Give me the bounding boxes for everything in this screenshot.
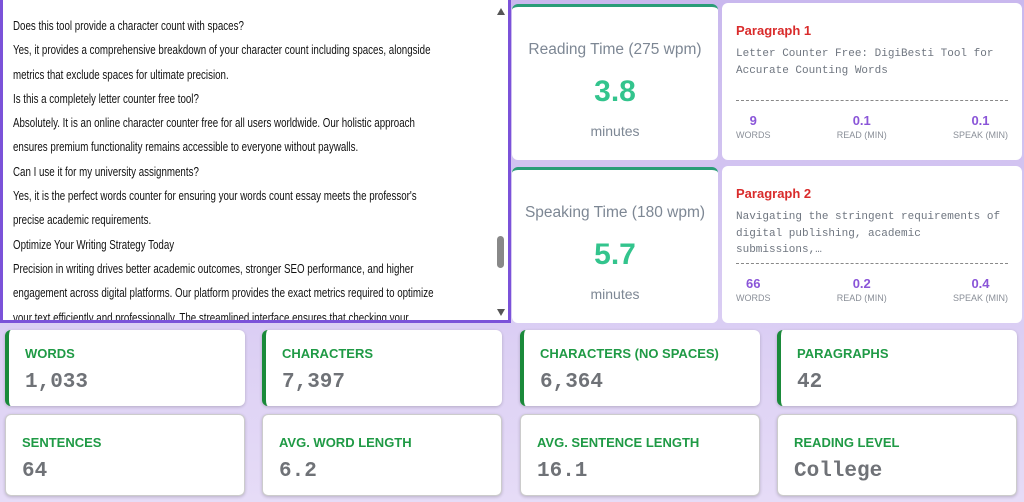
- stat-label: PARAGRAPHS: [797, 346, 889, 361]
- stat-label: WORDS: [736, 130, 771, 140]
- stat-label: SENTENCES: [22, 435, 102, 450]
- text-line: Yes, it is the perfect words counter for…: [13, 189, 417, 204]
- stat-card: AVG. WORD LENGTH 6.2: [262, 414, 502, 496]
- stat-value: 0.4: [971, 276, 990, 291]
- scrollbar[interactable]: [496, 8, 506, 316]
- scroll-down[interactable]: [497, 309, 505, 316]
- stat-value: 6,364: [540, 371, 604, 394]
- stat-label: CHARACTERS: [282, 346, 373, 361]
- scroll-up[interactable]: [497, 8, 505, 15]
- stat-label: WORDS: [736, 293, 771, 303]
- paragraph-card: Paragraph 2 Navigating the stringent requ…: [722, 166, 1022, 323]
- stat-card: CHARACTERS (NO SPACES) 6,364: [520, 330, 760, 406]
- text-line: metrics that exclude spaces for ultimate…: [13, 67, 229, 82]
- stat-label: SPEAK (MIN): [952, 293, 1008, 303]
- text-editor[interactable]: Does this tool provide a character count…: [0, 0, 511, 323]
- paragraph-text: Navigating the stringent requirements of…: [736, 211, 1001, 256]
- text-line: engagement across digital platforms. Our…: [13, 286, 434, 301]
- paragraph-stats: 9 WORDS 0.1 READ (MIN) 0.1 SPEAK (MIN): [736, 113, 1008, 140]
- stat-value: College: [794, 460, 883, 483]
- stat-value: 6.2: [279, 460, 317, 483]
- stat-value: 1,033: [25, 371, 89, 394]
- paragraph-title: Paragraph 2: [736, 186, 812, 201]
- stat-card: AVG. SENTENCE LENGTH 16.1: [520, 414, 760, 496]
- paragraph-card: Paragraph 1 Letter Counter Free: DigiBest…: [722, 3, 1022, 160]
- paragraph-text: Letter Counter Free: DigiBesti Tool for …: [736, 48, 994, 77]
- stat-value: 0.1: [971, 113, 990, 128]
- time-title: Speaking Time (180 wpm): [524, 204, 706, 221]
- stat-label: CHARACTERS (NO SPACES): [540, 346, 719, 361]
- time-title: Reading Time (275 wpm): [528, 41, 702, 58]
- paragraph-stat: 0.2 READ (MIN): [837, 276, 887, 303]
- text-line: your text efficiently and professionally…: [13, 310, 409, 323]
- stat-value: 0.1: [852, 113, 871, 128]
- stat-value: 0.2: [852, 276, 871, 291]
- text-line: precise academic requirements.: [13, 213, 152, 228]
- paragraph-stats: 66 WORDS 0.2 READ (MIN) 0.4 SPEAK (MIN): [736, 276, 1008, 303]
- stat-label: READ (MIN): [836, 130, 887, 140]
- stat-card: PARAGRAPHS 42: [777, 330, 1017, 406]
- paragraph-title: Paragraph 1: [736, 23, 812, 38]
- text-line: Is this a completely letter counter free…: [13, 91, 199, 106]
- time-unit: minutes: [590, 123, 640, 139]
- stat-card: SENTENCES 64: [5, 414, 245, 496]
- paragraph-stat: 0.1 READ (MIN): [837, 113, 887, 140]
- paragraph-stat: 66 WORDS: [736, 276, 771, 303]
- time-card: Speaking Time (180 wpm) 5.7 minutes: [512, 167, 718, 323]
- stat-label: AVG. WORD LENGTH: [279, 435, 412, 450]
- text-line: Does this tool provide a character count…: [13, 19, 244, 33]
- stat-value: 7,397: [282, 371, 346, 394]
- paragraph-stat: 0.4 SPEAK (MIN): [953, 276, 1008, 303]
- paragraph-stat: 0.1 SPEAK (MIN): [953, 113, 1008, 140]
- text-line: Yes, it provides a comprehensive breakdo…: [13, 43, 431, 58]
- text-line: Can I use it for my university assignmen…: [13, 164, 199, 179]
- stat-value: 64: [22, 460, 48, 483]
- text-line: Precision in writing drives better acade…: [13, 261, 414, 276]
- stat-value: 9: [749, 113, 757, 128]
- stat-value: 16.1: [537, 460, 588, 483]
- scroll-thumb[interactable]: [497, 236, 504, 268]
- stat-label: WORDS: [25, 346, 75, 361]
- stat-label: AVG. SENTENCE LENGTH: [537, 435, 700, 450]
- stat-label: READING LEVEL: [794, 435, 900, 450]
- stat-label: SPEAK (MIN): [952, 130, 1008, 140]
- stat-label: READ (MIN): [836, 293, 887, 303]
- text-line: ensures premium functionality remains ac…: [13, 140, 359, 155]
- divider: [736, 263, 1008, 264]
- time-card: Reading Time (275 wpm) 3.8 minutes: [512, 4, 718, 160]
- stat-card: CHARACTERS 7,397: [262, 330, 502, 406]
- time-value: 5.7: [594, 238, 636, 271]
- time-unit: minutes: [590, 286, 640, 302]
- time-value: 3.8: [594, 75, 636, 108]
- editor-text: Does this tool provide a character count…: [13, 14, 497, 323]
- stat-card: READING LEVEL College: [777, 414, 1017, 496]
- stat-value: 42: [797, 371, 823, 394]
- stat-value: 66: [746, 276, 761, 291]
- divider: [736, 100, 1008, 101]
- paragraph-stat: 9 WORDS: [736, 113, 771, 140]
- text-line: Optimize Your Writing Strategy Today: [13, 237, 175, 252]
- stat-card: WORDS 1,033: [5, 330, 245, 406]
- text-line: Absolutely. It is an online character co…: [13, 116, 415, 131]
